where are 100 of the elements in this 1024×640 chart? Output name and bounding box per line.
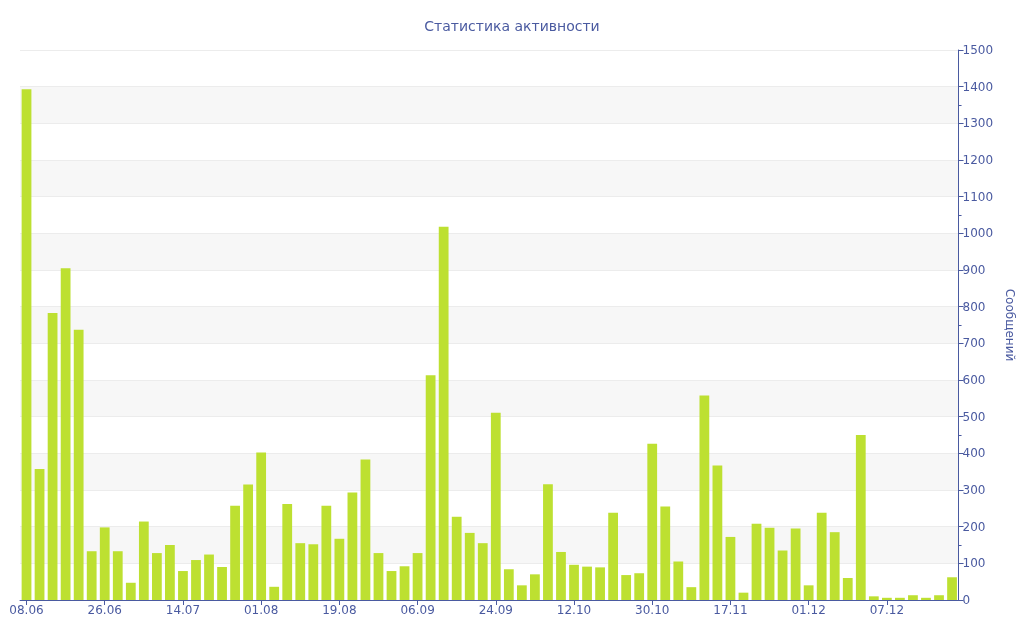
bar xyxy=(243,484,254,600)
bar xyxy=(373,553,384,600)
bar xyxy=(308,544,319,600)
y-tick-label: 300 xyxy=(962,483,986,497)
bar xyxy=(165,545,175,600)
bar xyxy=(464,532,475,600)
bar xyxy=(516,585,527,600)
bar xyxy=(712,465,723,600)
x-tick-label: 24.09 xyxy=(478,603,513,617)
y-tick-label: 400 xyxy=(962,446,986,461)
bar xyxy=(86,551,97,600)
bar xyxy=(21,89,32,600)
bar xyxy=(934,595,944,600)
x-tick-label: 30.10 xyxy=(635,603,670,617)
bar xyxy=(829,532,840,600)
bar xyxy=(699,395,710,600)
x-tick-label: 08.06 xyxy=(9,603,44,617)
bar xyxy=(621,575,632,600)
x-tick-label: 12.10 xyxy=(556,603,592,617)
bar xyxy=(347,492,358,600)
y-tick-label: 900 xyxy=(962,263,986,277)
bar xyxy=(908,595,918,600)
bar xyxy=(725,536,736,600)
x-tick-label: 07.12 xyxy=(869,603,905,617)
bar xyxy=(60,268,71,600)
bar xyxy=(569,564,579,600)
bar xyxy=(295,543,306,600)
bar xyxy=(921,597,931,600)
y-tick-label: 0 xyxy=(962,593,971,607)
bar xyxy=(47,312,58,600)
bar xyxy=(125,582,136,600)
y-tick-label: 800 xyxy=(962,299,986,314)
bar xyxy=(438,226,449,600)
bar xyxy=(803,585,814,600)
bar xyxy=(477,543,488,600)
bar xyxy=(634,573,645,600)
bar xyxy=(686,587,697,600)
y-axis-title: Сообщений xyxy=(1003,288,1017,362)
bar xyxy=(399,566,410,600)
bar xyxy=(764,527,775,600)
y-tick-label: 200 xyxy=(962,519,986,534)
bar xyxy=(751,523,762,600)
x-tick-label: 26.06 xyxy=(87,603,122,617)
bar xyxy=(490,412,501,600)
bar xyxy=(217,567,227,600)
bar xyxy=(386,571,397,600)
bar xyxy=(256,452,267,600)
bar xyxy=(595,567,605,600)
y-tick-label: 500 xyxy=(962,409,986,424)
chart-title: Статистика активности xyxy=(424,18,600,34)
bar xyxy=(151,553,162,600)
bar xyxy=(269,586,280,600)
bar xyxy=(868,596,879,600)
x-tick-label: 06.09 xyxy=(400,603,435,617)
bar xyxy=(451,516,462,600)
bar xyxy=(582,566,592,600)
bar xyxy=(204,554,214,600)
bar xyxy=(842,578,853,600)
bar xyxy=(334,538,345,600)
y-tick-label: 600 xyxy=(962,373,986,387)
y-tick-label: 1400 xyxy=(962,79,994,94)
bar xyxy=(412,553,423,600)
bar xyxy=(660,506,671,600)
x-tick-label: 14.07 xyxy=(165,603,201,617)
bar xyxy=(777,550,788,600)
bar xyxy=(230,505,240,600)
bar xyxy=(556,551,566,600)
bar xyxy=(673,561,684,600)
bar xyxy=(647,443,658,600)
bar xyxy=(360,459,371,600)
bar xyxy=(816,512,827,600)
y-tick-label: 1100 xyxy=(962,189,994,204)
bar xyxy=(99,527,110,600)
y-tick-label: 1000 xyxy=(962,226,994,241)
bar xyxy=(947,577,957,600)
bar xyxy=(543,484,553,600)
y-tick-label: 1500 xyxy=(962,43,994,57)
bar xyxy=(895,597,905,600)
x-tick-label: 01.12 xyxy=(791,603,826,617)
y-tick-label: 700 xyxy=(962,336,986,351)
bar xyxy=(138,521,149,600)
bar xyxy=(855,435,866,600)
bar xyxy=(608,512,619,600)
bar xyxy=(530,574,540,600)
y-tick-label: 100 xyxy=(962,556,986,571)
bar xyxy=(191,560,201,600)
bar xyxy=(112,551,123,600)
bar xyxy=(34,469,45,600)
bar xyxy=(282,503,293,600)
bar xyxy=(790,528,801,600)
bar xyxy=(73,329,84,600)
x-tick-label: 01.08 xyxy=(243,603,279,617)
bar xyxy=(881,597,892,600)
y-tick-label: 1300 xyxy=(962,116,994,131)
bar xyxy=(425,375,436,600)
bar xyxy=(178,571,188,600)
x-tick-label: 19.08 xyxy=(322,603,357,617)
y-tick-label: 1200 xyxy=(962,153,994,167)
bar xyxy=(503,569,514,600)
x-tick-label: 17.11 xyxy=(713,603,748,617)
